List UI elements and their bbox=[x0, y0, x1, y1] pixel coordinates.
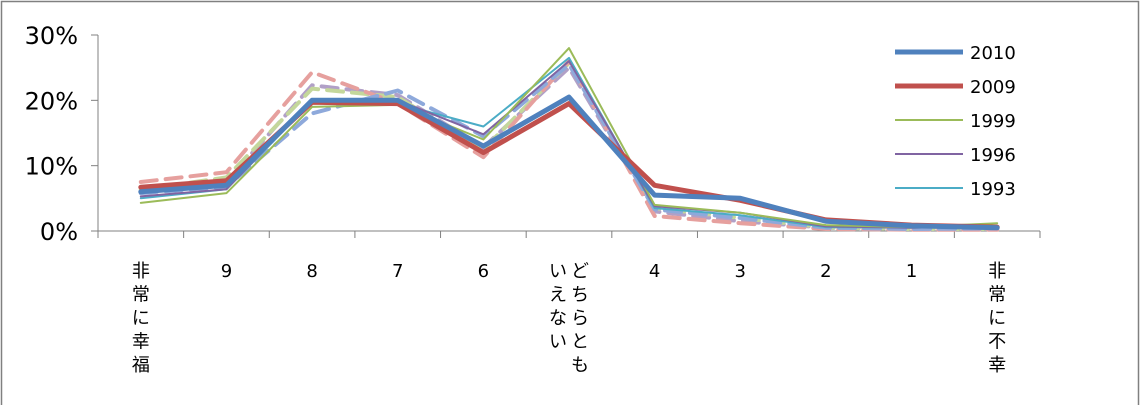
svg-text:に: に bbox=[132, 308, 150, 329]
legend-label: 1999 bbox=[970, 111, 1016, 132]
svg-text:幸: 幸 bbox=[132, 332, 150, 353]
svg-text:7: 7 bbox=[392, 261, 403, 282]
y-tick-label: 20% bbox=[25, 87, 78, 115]
svg-text:6: 6 bbox=[478, 261, 489, 282]
svg-text:2: 2 bbox=[820, 261, 831, 282]
x-tick-label: 8 bbox=[306, 261, 317, 282]
legend-label: 1996 bbox=[970, 145, 1016, 166]
legend-label: 1993 bbox=[970, 179, 1016, 200]
legend-label: 2009 bbox=[970, 77, 1016, 98]
svg-text:福: 福 bbox=[132, 355, 150, 376]
svg-text:ど: ど bbox=[571, 261, 589, 282]
x-tick-label: 9 bbox=[221, 261, 232, 282]
x-tick-label: 4 bbox=[649, 261, 660, 282]
svg-text:常: 常 bbox=[132, 285, 150, 306]
svg-text:い: い bbox=[549, 261, 567, 282]
y-tick-label: 10% bbox=[25, 153, 78, 181]
legend-label: 2010 bbox=[970, 43, 1016, 64]
svg-text:常: 常 bbox=[988, 285, 1006, 306]
svg-text:い: い bbox=[549, 332, 567, 353]
svg-text:え: え bbox=[549, 285, 567, 306]
svg-text:4: 4 bbox=[649, 261, 660, 282]
svg-text:ら: ら bbox=[571, 308, 589, 329]
x-tick-label: 7 bbox=[392, 261, 403, 282]
x-tick-label: 6 bbox=[478, 261, 489, 282]
svg-text:非: 非 bbox=[988, 261, 1006, 282]
y-tick-label: 30% bbox=[25, 22, 78, 50]
svg-text:と: と bbox=[571, 332, 589, 353]
svg-text:3: 3 bbox=[735, 261, 746, 282]
series-line-dashed-8 bbox=[138, 65, 1000, 231]
x-tick-label: 3 bbox=[735, 261, 746, 282]
svg-text:幸: 幸 bbox=[988, 355, 1006, 376]
svg-text:非: 非 bbox=[132, 261, 150, 282]
svg-text:不: 不 bbox=[988, 332, 1006, 353]
series-line-1999 bbox=[139, 47, 999, 229]
y-tick-label: 0% bbox=[40, 218, 78, 246]
svg-text:に: に bbox=[988, 308, 1006, 329]
svg-text:8: 8 bbox=[306, 261, 317, 282]
svg-text:な: な bbox=[549, 308, 567, 329]
svg-text:も: も bbox=[571, 355, 589, 376]
svg-text:1: 1 bbox=[906, 261, 917, 282]
series-line-2010 bbox=[138, 94, 1000, 231]
svg-text:ち: ち bbox=[571, 285, 589, 306]
x-tick-label: 2 bbox=[820, 261, 831, 282]
x-tick-label: 1 bbox=[906, 261, 917, 282]
svg-text:9: 9 bbox=[221, 261, 232, 282]
